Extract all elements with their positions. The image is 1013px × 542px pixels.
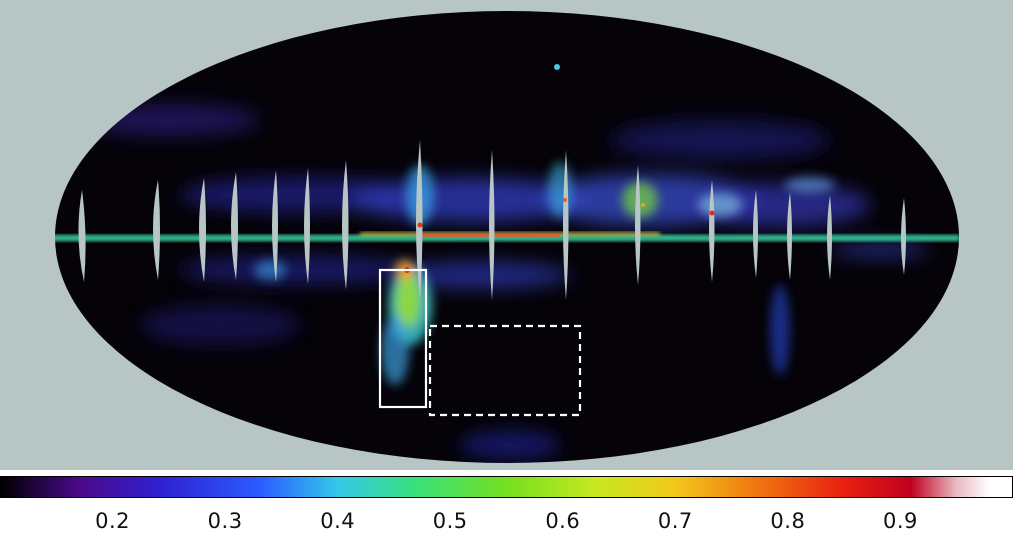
colorbar-ticks: 0.2 0.3 0.4 0.5 0.6 0.7 0.8 0.9 — [0, 506, 1013, 542]
colorbar — [0, 476, 1013, 498]
colorbar-tick-label: 0.7 — [657, 509, 693, 533]
emission-layer — [55, 64, 959, 459]
colorbar-tick-label: 0.9 — [882, 509, 918, 533]
sky-map-panel — [0, 0, 1013, 470]
colorbar-tick-label: 0.5 — [432, 509, 468, 533]
galactic-plane — [55, 235, 959, 241]
colorbar-tick-label: 0.4 — [320, 509, 356, 533]
colorbar-tick-label: 0.2 — [95, 509, 130, 533]
colorbar-tick-label: 0.8 — [770, 509, 806, 533]
mollweide-sky-map — [55, 11, 959, 463]
coverage-gaps — [78, 140, 906, 300]
dashed-region-box — [428, 324, 582, 417]
solid-region-box — [378, 268, 428, 409]
colorbar-tick-label: 0.3 — [207, 509, 243, 533]
colorbar-tick-label: 0.6 — [545, 509, 581, 533]
